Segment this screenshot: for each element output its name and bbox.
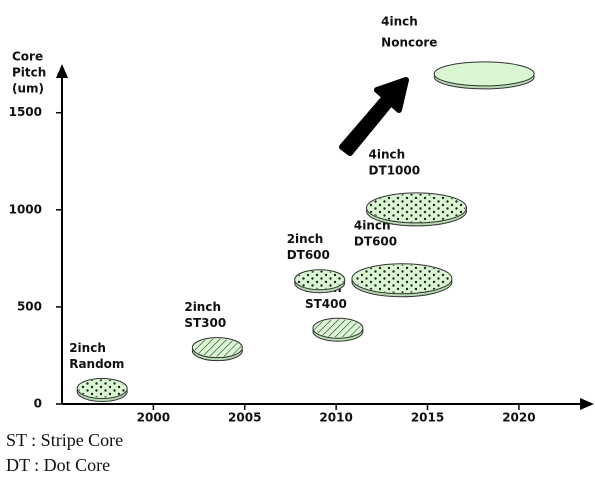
disk-size-label: 4inch (381, 15, 418, 29)
disk-size-label: 4inch (369, 147, 406, 161)
y-tick-label: 0 (34, 397, 42, 411)
x-tick-label: 2020 (502, 411, 535, 425)
y-tick-label: 1000 (9, 202, 42, 216)
y-axis-label: Core (12, 50, 43, 64)
note: ST : Stripe Core (6, 430, 123, 450)
y-tick-label: 1500 (9, 105, 42, 119)
disk-pattern (193, 338, 242, 357)
disk-pattern (352, 264, 451, 293)
disk (433, 61, 535, 87)
disk-size-label: 2inch (287, 232, 324, 246)
x-tick-label: 2005 (228, 411, 261, 425)
y-axis-label: Pitch (12, 66, 46, 80)
disk-size-label: 2inch (184, 300, 221, 314)
x-tick-label: 2015 (411, 411, 444, 425)
disk-name-label: ST300 (184, 316, 226, 330)
note: DT : Dot Core (6, 455, 110, 475)
x-tick-label: 2000 (137, 411, 170, 425)
disk-pattern (295, 270, 344, 289)
y-axis-label: (um) (12, 82, 44, 96)
x-axis-arrow (580, 398, 594, 410)
y-tick-label: 500 (17, 299, 42, 313)
y-axis-arrow (56, 64, 68, 78)
disk-name-label: DT600 (287, 248, 330, 262)
x-tick-label: 2010 (319, 411, 352, 425)
disk-size-label: 2inch (69, 341, 106, 355)
disk-pattern (367, 193, 466, 222)
disk-name-label: Noncore (381, 36, 437, 50)
disk-pattern (78, 379, 127, 398)
disk-name-label: DT1000 (369, 163, 421, 177)
disk-name-label: Random (69, 357, 124, 371)
disk-name-label: DT600 (354, 234, 397, 248)
trend-arrow (339, 77, 409, 156)
disk-pattern (313, 319, 362, 338)
disk-name-label: ST400 (305, 297, 347, 311)
